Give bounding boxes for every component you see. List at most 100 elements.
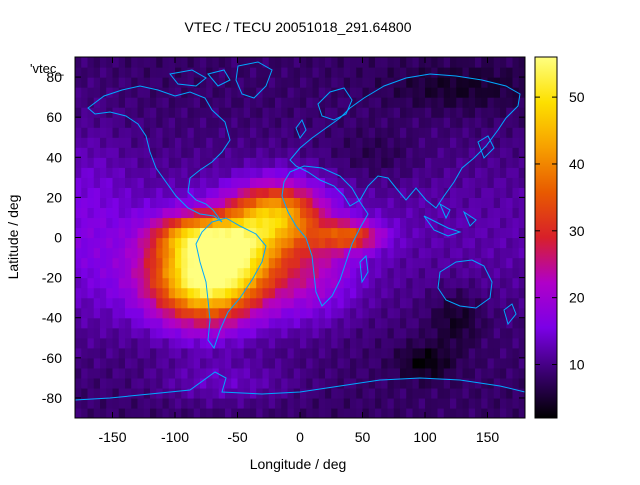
heatmap-cell bbox=[325, 147, 332, 158]
heatmap-cell bbox=[162, 147, 170, 158]
heatmap-cell bbox=[212, 187, 220, 198]
heatmap-cell bbox=[150, 117, 157, 128]
heatmap-cell bbox=[381, 347, 389, 359]
heatmap-cell bbox=[406, 227, 414, 239]
heatmap-cell bbox=[518, 67, 525, 78]
heatmap-cell bbox=[287, 67, 295, 78]
heatmap-cell bbox=[512, 87, 520, 98]
heatmap-cell bbox=[318, 227, 326, 239]
heatmap-cell bbox=[487, 147, 495, 158]
heatmap-cell bbox=[81, 137, 89, 148]
heatmap-cell bbox=[443, 277, 451, 289]
heatmap-cell bbox=[343, 297, 351, 309]
heatmap-cell bbox=[100, 147, 107, 158]
heatmap-cell bbox=[262, 237, 270, 249]
heatmap-cell bbox=[387, 187, 395, 198]
heatmap-cell bbox=[262, 317, 270, 329]
heatmap-cell bbox=[237, 97, 245, 108]
heatmap-cell bbox=[106, 137, 114, 148]
heatmap-cell bbox=[125, 167, 132, 178]
heatmap-cell bbox=[306, 287, 314, 299]
heatmap-cell bbox=[293, 197, 301, 209]
heatmap-cell bbox=[137, 137, 145, 148]
heatmap-cell bbox=[187, 217, 195, 229]
heatmap-cell bbox=[318, 107, 326, 118]
heatmap-cell bbox=[193, 137, 201, 148]
heatmap-cell bbox=[193, 277, 201, 289]
heatmap-cell bbox=[431, 157, 439, 168]
heatmap-cell bbox=[300, 247, 307, 259]
heatmap-cell bbox=[168, 337, 176, 349]
heatmap-cell bbox=[256, 127, 264, 138]
heatmap-cell bbox=[118, 237, 126, 249]
x-tick-label: 150 bbox=[476, 429, 500, 445]
heatmap-cell bbox=[443, 137, 451, 148]
heatmap-cell bbox=[493, 247, 501, 259]
heatmap-cell bbox=[93, 357, 101, 369]
heatmap-cell bbox=[281, 347, 289, 359]
heatmap-cell bbox=[337, 377, 345, 389]
heatmap-cell bbox=[475, 337, 482, 349]
heatmap-cell bbox=[93, 327, 101, 339]
heatmap-cell bbox=[493, 297, 501, 309]
heatmap-cell bbox=[425, 247, 432, 259]
heatmap-cell bbox=[187, 187, 195, 198]
heatmap-cell bbox=[406, 387, 414, 399]
heatmap-cell bbox=[156, 57, 164, 68]
heatmap-cell bbox=[125, 357, 132, 369]
heatmap-cell bbox=[275, 57, 282, 68]
heatmap-cell bbox=[93, 157, 101, 168]
heatmap-cell bbox=[450, 127, 457, 138]
heatmap-cell bbox=[381, 87, 389, 98]
heatmap-cell bbox=[356, 57, 364, 68]
heatmap-cell bbox=[112, 137, 120, 148]
heatmap-cell bbox=[350, 267, 357, 279]
heatmap-cell bbox=[187, 237, 195, 249]
heatmap-cell bbox=[162, 397, 170, 409]
heatmap-cell bbox=[306, 157, 314, 168]
heatmap-cell bbox=[443, 377, 451, 389]
heatmap-cell bbox=[356, 277, 364, 289]
heatmap-cell bbox=[118, 367, 126, 379]
heatmap-cell bbox=[450, 317, 457, 329]
heatmap-cell bbox=[243, 117, 251, 128]
heatmap-cell bbox=[400, 117, 407, 128]
heatmap-cell bbox=[500, 327, 507, 339]
heatmap-cell bbox=[468, 267, 476, 279]
heatmap-cell bbox=[175, 397, 182, 409]
heatmap-cell bbox=[218, 57, 226, 68]
heatmap-cell bbox=[131, 57, 139, 68]
heatmap-cell bbox=[262, 207, 270, 219]
heatmap-cell bbox=[150, 307, 157, 319]
heatmap-cell bbox=[162, 297, 170, 309]
heatmap-cell bbox=[87, 177, 95, 188]
heatmap-cell bbox=[168, 347, 176, 359]
heatmap-cell bbox=[481, 87, 489, 98]
heatmap-cell bbox=[200, 187, 207, 198]
heatmap-cell bbox=[462, 307, 470, 319]
heatmap-cell bbox=[493, 167, 501, 178]
heatmap-cell bbox=[287, 337, 295, 349]
heatmap-cell bbox=[256, 197, 264, 209]
heatmap-cell bbox=[87, 117, 95, 128]
heatmap-cell bbox=[337, 197, 345, 209]
heatmap-cell bbox=[331, 167, 339, 178]
heatmap-cell bbox=[181, 357, 189, 369]
heatmap-cell bbox=[75, 287, 82, 299]
heatmap-cell bbox=[425, 207, 432, 219]
heatmap-cell bbox=[325, 177, 332, 188]
heatmap-cell bbox=[368, 377, 376, 389]
heatmap-cell bbox=[156, 327, 164, 339]
heatmap-cell bbox=[225, 307, 232, 319]
heatmap-cell bbox=[268, 127, 276, 138]
heatmap-cell bbox=[287, 117, 295, 128]
heatmap-cell bbox=[393, 57, 401, 68]
heatmap-cell bbox=[362, 97, 370, 108]
heatmap-cell bbox=[131, 407, 139, 418]
heatmap-cell bbox=[506, 377, 514, 389]
heatmap-cell bbox=[475, 237, 482, 249]
heatmap-cell bbox=[250, 277, 257, 289]
heatmap-cell bbox=[193, 217, 201, 229]
heatmap-cell bbox=[100, 397, 107, 409]
heatmap-cell bbox=[187, 57, 195, 68]
